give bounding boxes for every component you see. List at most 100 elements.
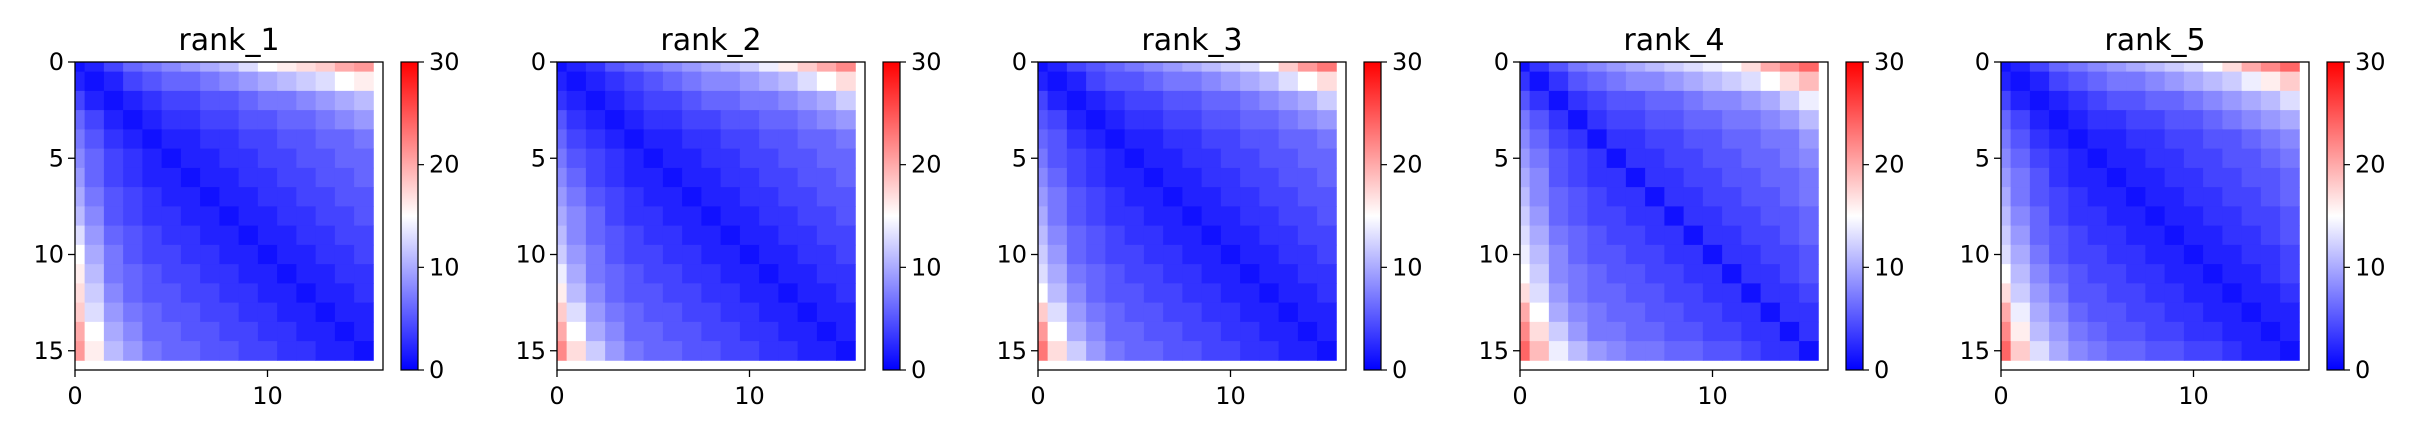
heatmap-cell bbox=[557, 244, 568, 265]
heatmap-cell bbox=[1741, 167, 1762, 188]
heatmap-cell bbox=[1568, 244, 1588, 265]
heatmap-cell bbox=[797, 148, 818, 169]
heatmap-cell bbox=[2087, 302, 2108, 323]
heatmap-cell bbox=[277, 167, 297, 188]
heatmap-cell bbox=[1201, 225, 1222, 246]
heatmap-cell bbox=[1548, 110, 1569, 130]
heatmap-cell bbox=[1587, 110, 1608, 130]
heatmap-cell bbox=[1606, 71, 1627, 92]
heatmap-cell bbox=[605, 129, 625, 150]
heatmap-cell bbox=[2106, 283, 2127, 304]
heatmap-cell bbox=[1124, 110, 1145, 130]
heatmap-cell bbox=[1702, 244, 1723, 265]
heatmap-cell bbox=[662, 244, 683, 265]
heatmap-cell bbox=[2106, 341, 2127, 361]
heatmap-cell bbox=[557, 167, 568, 188]
heatmap-cell bbox=[1124, 90, 1145, 111]
heatmap-cell bbox=[2280, 225, 2300, 246]
heatmap-cell bbox=[1047, 225, 1068, 246]
heatmap-cell bbox=[2260, 187, 2281, 207]
heatmap-cell bbox=[1645, 71, 1665, 92]
heatmap-cell bbox=[566, 71, 587, 92]
heatmap-cell bbox=[1548, 341, 1569, 361]
heatmap-cell bbox=[1606, 129, 1627, 150]
heatmap-cell bbox=[142, 302, 163, 323]
heatmap-cell bbox=[836, 264, 856, 284]
heatmap-cell bbox=[2106, 110, 2127, 130]
heatmap-cell bbox=[200, 62, 220, 73]
heatmap-cell bbox=[1259, 321, 1280, 342]
heatmap-cell bbox=[759, 148, 779, 169]
heatmap-cell bbox=[1587, 244, 1608, 265]
heatmap-cell bbox=[1520, 225, 1531, 246]
heatmap-cell bbox=[2203, 167, 2223, 188]
heatmap-cell bbox=[662, 148, 683, 169]
heatmap-cell bbox=[1606, 244, 1627, 265]
heatmap-cell bbox=[566, 321, 587, 342]
heatmap-cell bbox=[2029, 110, 2050, 130]
heatmap-cell bbox=[1702, 90, 1723, 111]
heatmap-cell bbox=[759, 90, 779, 111]
heatmap-cell bbox=[1201, 341, 1222, 361]
heatmap-cell bbox=[1702, 206, 1723, 227]
heatmap-cell bbox=[2010, 167, 2031, 188]
heatmap-cell bbox=[1606, 148, 1627, 169]
heatmap-cell bbox=[1086, 187, 1106, 207]
heatmap-cell bbox=[180, 283, 201, 304]
heatmap-cell bbox=[797, 206, 818, 227]
heatmap-cell bbox=[1664, 110, 1685, 130]
heatmap-cell bbox=[2126, 62, 2146, 73]
heatmap-cell bbox=[277, 110, 297, 130]
heatmap-cell bbox=[836, 71, 856, 92]
heatmap-cell bbox=[778, 187, 799, 207]
heatmap-cell bbox=[200, 148, 220, 169]
heatmap-cell bbox=[2280, 206, 2300, 227]
heatmap-cell bbox=[739, 110, 760, 130]
heatmap-cell bbox=[103, 244, 124, 265]
heatmap-cell bbox=[1520, 264, 1531, 284]
heatmap-cell bbox=[2010, 283, 2031, 304]
heatmap-cell bbox=[1625, 264, 1646, 284]
heatmap-cell bbox=[2010, 62, 2031, 73]
heatmap-cell bbox=[1278, 264, 1299, 284]
heatmap-cell bbox=[624, 62, 645, 73]
heatmap-cell bbox=[2106, 321, 2127, 342]
heatmap-cell bbox=[701, 264, 722, 284]
heatmap-cell bbox=[1047, 129, 1068, 150]
heatmap-cell bbox=[334, 148, 355, 169]
heatmap-cell bbox=[123, 321, 143, 342]
heatmap-cell bbox=[1760, 225, 1781, 246]
heatmap-cell bbox=[277, 321, 297, 342]
heatmap-cell bbox=[1606, 321, 1627, 342]
y-tick-label: 0 bbox=[49, 48, 64, 76]
heatmap-cell bbox=[816, 110, 837, 130]
heatmap-cell bbox=[219, 225, 240, 246]
heatmap-cell bbox=[1182, 321, 1203, 342]
heatmap-cell bbox=[257, 341, 278, 361]
heatmap-cell bbox=[2126, 283, 2146, 304]
heatmap-cell bbox=[161, 90, 182, 111]
heatmap-cell bbox=[180, 187, 201, 207]
heatmap-cell bbox=[75, 110, 86, 130]
heatmap-cell bbox=[1278, 244, 1299, 265]
heatmap-cell bbox=[1606, 225, 1627, 246]
heatmap-cell bbox=[1722, 110, 1742, 130]
heatmap-cell bbox=[2068, 62, 2089, 73]
heatmap-cell bbox=[161, 187, 182, 207]
heatmap-cell bbox=[566, 264, 587, 284]
heatmap-cell bbox=[2001, 71, 2012, 92]
heatmap-cell bbox=[1702, 167, 1723, 188]
heatmap-cell bbox=[2029, 225, 2050, 246]
heatmap-cell bbox=[1722, 71, 1742, 92]
heatmap-cell bbox=[605, 187, 625, 207]
heatmap-cell bbox=[2280, 321, 2300, 342]
heatmap-cell bbox=[1047, 264, 1068, 284]
heatmap-cell bbox=[103, 302, 124, 323]
heatmap-cell bbox=[2222, 206, 2243, 227]
heatmap-cell bbox=[1683, 90, 1704, 111]
heatmap-cell bbox=[605, 62, 625, 73]
heatmap-cell bbox=[2183, 302, 2204, 323]
heatmap-cell bbox=[1124, 206, 1145, 227]
x-tick-label: 0 bbox=[67, 382, 82, 410]
heatmap-cell bbox=[1066, 129, 1087, 150]
